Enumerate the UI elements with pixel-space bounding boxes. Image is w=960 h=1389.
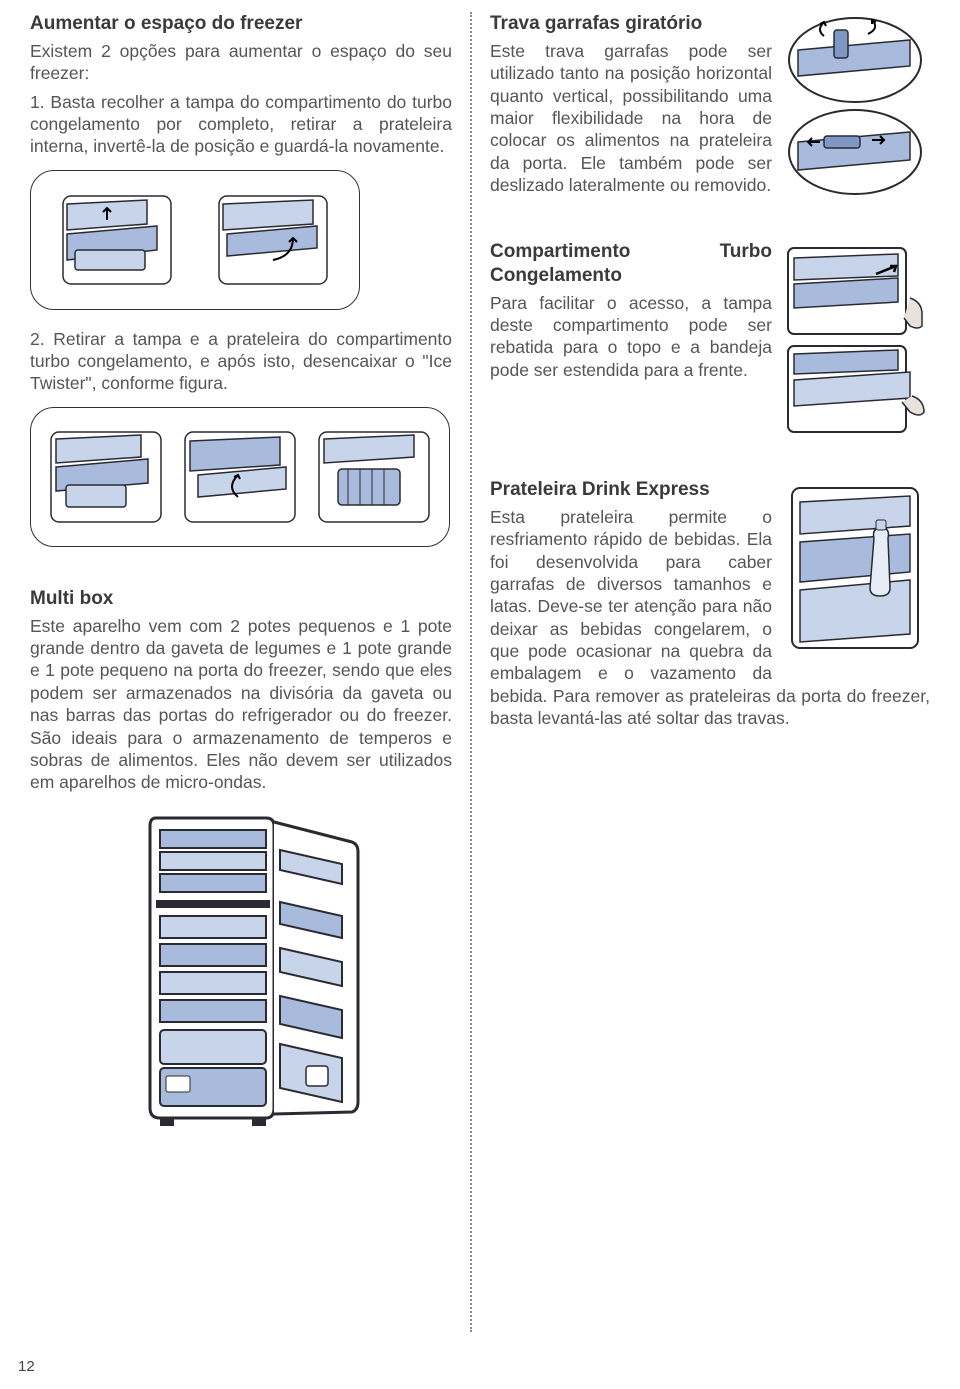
section-freezer-space: Aumentar o espaço do freezer Existem 2 o… (30, 12, 452, 565)
heading-freezer-space: Aumentar o espaço do freezer (30, 12, 452, 36)
text-multibox: Este aparelho vem com 2 potes pequenos e… (30, 615, 452, 794)
figure-step2-box (30, 407, 450, 547)
text-freezer-step1: 1. Basta recolher a tampa do compartimen… (30, 91, 452, 158)
illus-icetwister-3 (311, 427, 437, 527)
illus-turbo-compartment (780, 240, 930, 440)
left-column: Aumentar o espaço do freezer Existem 2 o… (30, 12, 470, 1332)
illus-bottle-lock (780, 12, 930, 202)
text-freezer-step2: 2. Retirar a tampa e a prateleira do com… (30, 328, 452, 395)
illus-fridge-open (96, 808, 386, 1128)
two-column-layout: Aumentar o espaço do freezer Existem 2 o… (30, 12, 930, 1332)
heading-multibox: Multi box (30, 587, 452, 611)
illus-icetwister-2 (177, 427, 303, 527)
figure-step1-box (30, 170, 360, 310)
page-number: 12 (18, 1358, 35, 1375)
right-column: Trava garrafas giratório Este trava garr… (470, 12, 930, 1332)
illus-shelf-remove (54, 190, 180, 290)
illus-icetwister-1 (43, 427, 169, 527)
section-trava-garrafas: Trava garrafas giratório Este trava garr… (490, 12, 930, 210)
illus-drink-express (780, 478, 930, 658)
section-turbo: Compartimento Turbo Congelamento Para fa… (490, 240, 930, 448)
section-drink-express: Prateleira Drink Express Esta prateleira… (490, 478, 930, 736)
section-multibox: Multi box Este aparelho vem com 2 potes … (30, 587, 452, 1128)
illus-shelf-flip (210, 190, 336, 290)
text-freezer-intro: Existem 2 opções para aumentar o espaço … (30, 40, 452, 85)
